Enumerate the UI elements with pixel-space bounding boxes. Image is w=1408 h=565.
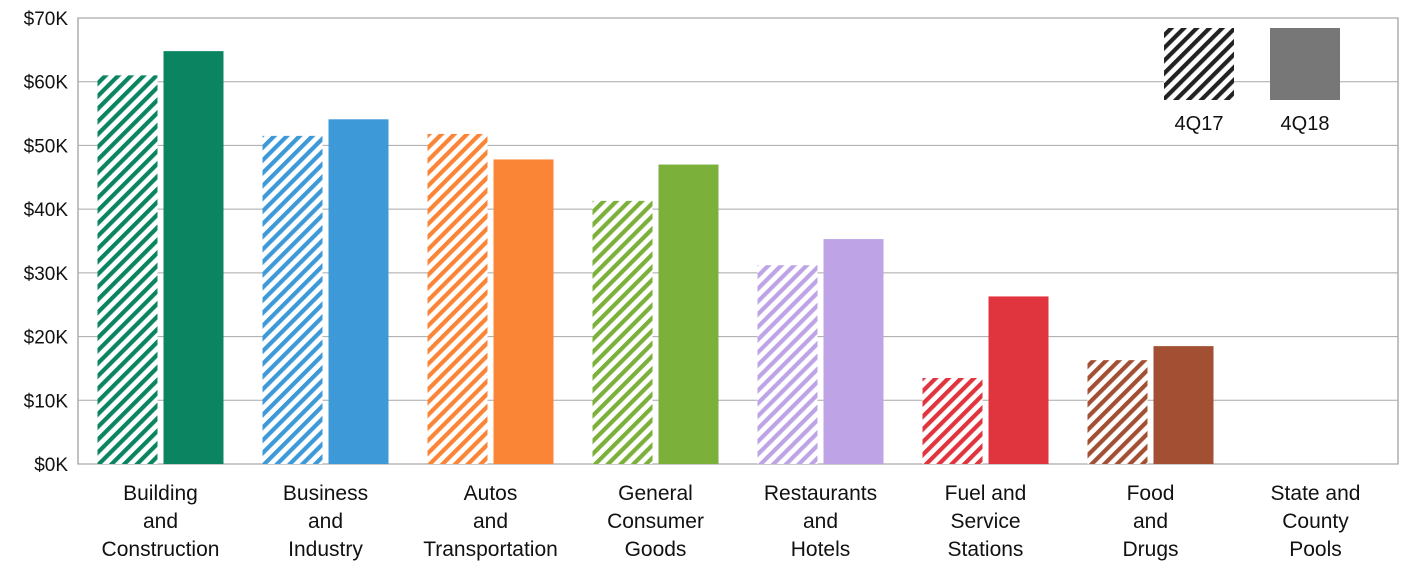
bar-4q17-5: [922, 377, 983, 464]
y-tick-label: $70K: [24, 9, 69, 30]
x-tick-label: Food and Drugs: [1122, 482, 1178, 561]
bar-4q17-1: [262, 135, 323, 464]
bar-4q17-4: [757, 265, 818, 464]
bar-4q18-5: [988, 296, 1049, 464]
bar-4q18-2: [493, 159, 554, 464]
x-tick-label: Fuel and Service Stations: [945, 482, 1027, 561]
bar-4q18-4: [823, 239, 884, 464]
bar-4q17-0: [97, 75, 158, 464]
bars: [97, 51, 1214, 465]
legend-label-4q18: 4Q18: [1281, 113, 1330, 135]
bar-4q17-2: [427, 133, 488, 464]
bar-4q17-6: [1087, 360, 1148, 464]
bar-4q18-3: [658, 164, 719, 465]
y-tick-label: $20K: [24, 328, 69, 349]
bar-4q17-3: [592, 200, 653, 465]
x-tick-label: Building and Construction: [102, 482, 220, 561]
x-tick-label: Restaurants and Hotels: [764, 482, 877, 561]
legend: 4Q17 4Q18: [1164, 28, 1340, 135]
y-tick-label: $30K: [24, 264, 69, 285]
y-tick-label: $40K: [24, 200, 69, 221]
y-tick-label: $10K: [24, 391, 69, 412]
y-axis: $0K $10K $20K $30K $40K $50K $60K $70K: [24, 9, 69, 476]
y-tick-label: $0K: [34, 455, 68, 476]
legend-label-4q17: 4Q17: [1175, 113, 1224, 135]
x-axis: Building and Construction Business and Indust…: [102, 482, 1361, 561]
bar-4q18-6: [1153, 346, 1214, 464]
x-tick-label: General Consumer Goods: [607, 482, 704, 561]
legend-swatch-4q17: [1164, 28, 1234, 100]
x-tick-label: Business and Industry: [283, 482, 368, 561]
y-tick-label: $50K: [24, 136, 69, 157]
x-tick-label: Autos and Transportation: [423, 482, 558, 561]
legend-swatch-4q18: [1270, 28, 1340, 100]
bar-4q18-1: [328, 119, 389, 464]
bar-4q18-0: [163, 51, 224, 464]
x-tick-label: State and County Pools: [1271, 482, 1361, 561]
y-tick-label: $60K: [24, 73, 69, 94]
